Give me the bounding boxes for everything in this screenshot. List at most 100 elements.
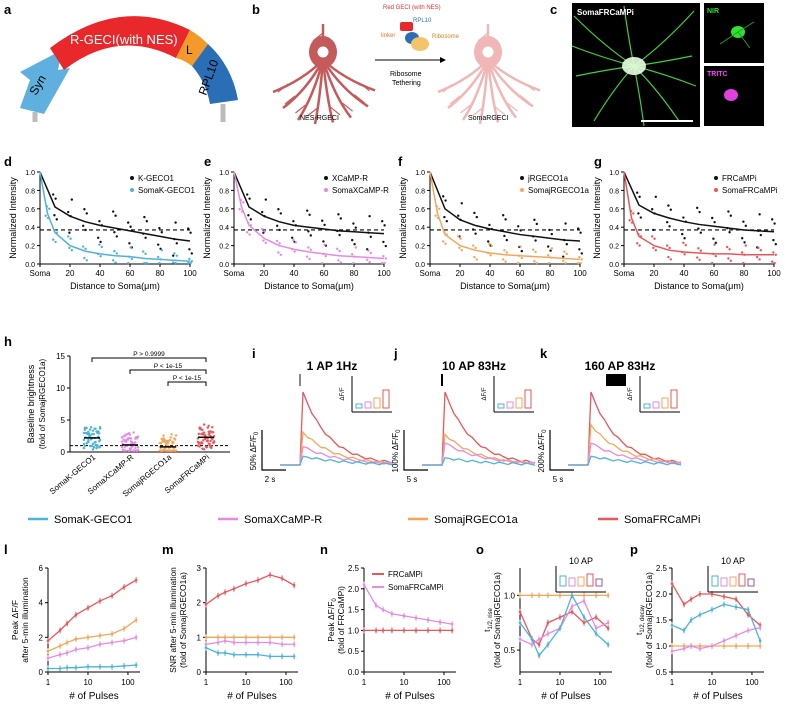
data-point (112, 259, 115, 262)
panel-letter-e: e (204, 154, 211, 169)
y-tick-label: 2.5 (348, 564, 360, 573)
data-point (606, 621, 610, 625)
legend-marker (714, 188, 718, 192)
data-point (203, 423, 206, 426)
y-tick-label: 0.8 (415, 188, 425, 195)
data-point (204, 646, 208, 650)
data-point (321, 261, 324, 265)
x-tick-label: 10 (242, 678, 251, 687)
inset-box (652, 401, 660, 409)
data-point (128, 436, 132, 440)
data-point (291, 248, 294, 251)
inset-box (568, 577, 576, 587)
data-point (369, 235, 372, 239)
y-tick-label: 0.8 (25, 188, 35, 195)
y-tick-label: 1.0 (219, 170, 229, 177)
data-point (157, 243, 160, 246)
data-point (713, 243, 716, 246)
data-point (247, 221, 250, 225)
data-point (668, 246, 671, 250)
data-point (384, 257, 387, 260)
data-point (82, 224, 85, 228)
y-axis-label: Normalized Intensity (592, 177, 602, 259)
data-point (460, 249, 463, 252)
data-point (518, 594, 522, 597)
data-point (201, 428, 204, 432)
trace-SomaFRCaMPi (422, 391, 536, 466)
legend-marker (324, 188, 328, 192)
data-point (450, 629, 454, 632)
data-point (550, 247, 553, 250)
data-point (238, 208, 241, 211)
x-tick-label: 80 (740, 269, 749, 278)
panel-a-construct: Syn R-GECI(with NES) L RPL10 (20, 16, 238, 122)
data-point (67, 210, 70, 214)
data-point (87, 430, 90, 434)
data-point (171, 440, 174, 443)
data-point (746, 613, 750, 617)
data-point (113, 249, 116, 253)
data-point (321, 219, 324, 222)
y-tick-label: 1 (197, 633, 202, 642)
data-point (436, 216, 440, 220)
data-point (534, 250, 537, 254)
distance-plot-f: 0.0 0.2 0.4 0.6 0.8 1.0 Soma 20 40 60 80 100 Distanc… (398, 170, 589, 291)
data-point (292, 642, 296, 646)
fit-line-XCaMP-R (233, 171, 385, 235)
data-point (278, 228, 281, 232)
data-point (682, 241, 685, 245)
data-point (248, 233, 251, 236)
data-point (216, 636, 220, 639)
data-point (74, 666, 78, 669)
data-point (352, 261, 355, 265)
data-point (95, 447, 98, 450)
stimulus-marker (606, 374, 626, 386)
dendrite-branch (519, 94, 530, 104)
data-point (711, 261, 714, 265)
inset-box (355, 403, 363, 409)
data-point (174, 221, 177, 224)
pulse-plot-l: 0 2 4 6 1 10 100# of Pulses Peak ΔF/F after 5-mi… (10, 564, 140, 702)
trace-plot-k: 160 AP 83Hz ΔF/F 200% ΔF/F0 5 s (537, 359, 682, 484)
data-point (172, 254, 175, 257)
data-point (130, 441, 133, 444)
data-point (594, 632, 598, 635)
data-point (240, 210, 244, 213)
data-point (710, 644, 714, 648)
data-point (472, 228, 475, 231)
y-axis-label-subscript: 1/2, rise (488, 607, 494, 629)
trace-SomaK-GECO1 (568, 455, 682, 466)
data-point (757, 229, 760, 233)
panel-letter-d: d (4, 154, 12, 169)
y-tick-label: 0 (39, 668, 44, 677)
data-point (216, 594, 220, 598)
data-point (129, 225, 132, 228)
y-tick-label: 10 (56, 384, 65, 393)
data-point (232, 641, 236, 644)
data-point (638, 195, 641, 199)
data-point (160, 249, 163, 252)
y-axis-label-2: (fold of SomajRGECO1a) (38, 359, 47, 450)
data-point (85, 432, 88, 435)
data-point (94, 443, 97, 447)
data-point (570, 610, 574, 614)
data-point (263, 214, 266, 218)
y-tick-label: 2.5 (656, 564, 668, 573)
data-point (653, 212, 656, 215)
trace-title: 1 AP 1Hz (307, 359, 358, 373)
y-axis-label-subscript: 0 (332, 598, 338, 602)
data-point (100, 245, 104, 249)
y-tick-label: 2.0 (656, 590, 668, 599)
data-point (124, 434, 127, 437)
data-point (46, 656, 50, 660)
series-line-SomaXCaMP-R (671, 627, 761, 652)
inset-ylabel: ΔF/F (628, 387, 634, 400)
data-point (565, 243, 568, 246)
data-point (85, 442, 88, 445)
stat-bracket (91, 357, 207, 362)
data-point (86, 646, 90, 650)
data-point (308, 257, 311, 261)
neuron-nes-rgeci (272, 24, 376, 125)
data-point (256, 641, 260, 644)
data-point (381, 261, 384, 265)
